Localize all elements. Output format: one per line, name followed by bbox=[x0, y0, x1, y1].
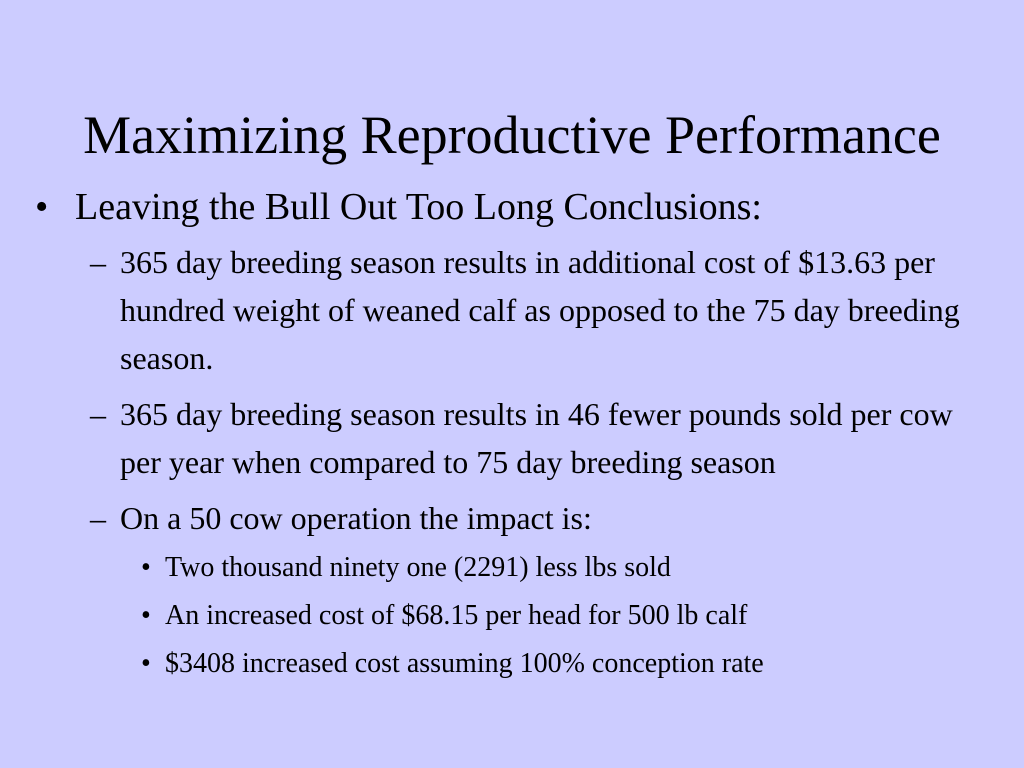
subbullet-text: 365 day breeding season results in 46 fe… bbox=[120, 396, 953, 480]
slide-body: • Leaving the Bull Out Too Long Conclusi… bbox=[0, 182, 1024, 684]
slide-title: Maximizing Reproductive Performance bbox=[83, 105, 941, 165]
impact-item-lbs: • Two thousand ninety one (2291) less lb… bbox=[141, 548, 985, 588]
dash-marker: – bbox=[90, 396, 106, 432]
subbullet-text: On a 50 cow operation the impact is: bbox=[120, 500, 592, 536]
impact-text: Two thousand ninety one (2291) less lbs … bbox=[165, 552, 671, 583]
impact-text: An increased cost of $68.15 per head for… bbox=[165, 600, 748, 631]
impact-text: $3408 increased cost assuming 100% conce… bbox=[165, 648, 764, 679]
bullet-marker: • bbox=[141, 552, 151, 583]
dash-marker: – bbox=[90, 244, 106, 280]
bullet-marker: • bbox=[141, 600, 151, 631]
subbullet-cost: – 365 day breeding season results in add… bbox=[90, 238, 990, 382]
dash-marker: – bbox=[90, 500, 106, 536]
subbullet-text: 365 day breeding season results in addit… bbox=[120, 244, 960, 376]
bullet-text: Leaving the Bull Out Too Long Conclusion… bbox=[75, 186, 762, 228]
subbullet-pounds: – 365 day breeding season results in 46 … bbox=[90, 390, 990, 486]
bullet-marker: • bbox=[141, 648, 151, 679]
bullet-marker: • bbox=[35, 186, 49, 228]
impact-item-cost-per-head: • An increased cost of $68.15 per head f… bbox=[141, 596, 985, 636]
impact-item-total-cost: • $3408 increased cost assuming 100% con… bbox=[141, 644, 985, 684]
subbullet-operation: – On a 50 cow operation the impact is: bbox=[90, 494, 990, 542]
bullet-level1: • Leaving the Bull Out Too Long Conclusi… bbox=[35, 182, 975, 232]
